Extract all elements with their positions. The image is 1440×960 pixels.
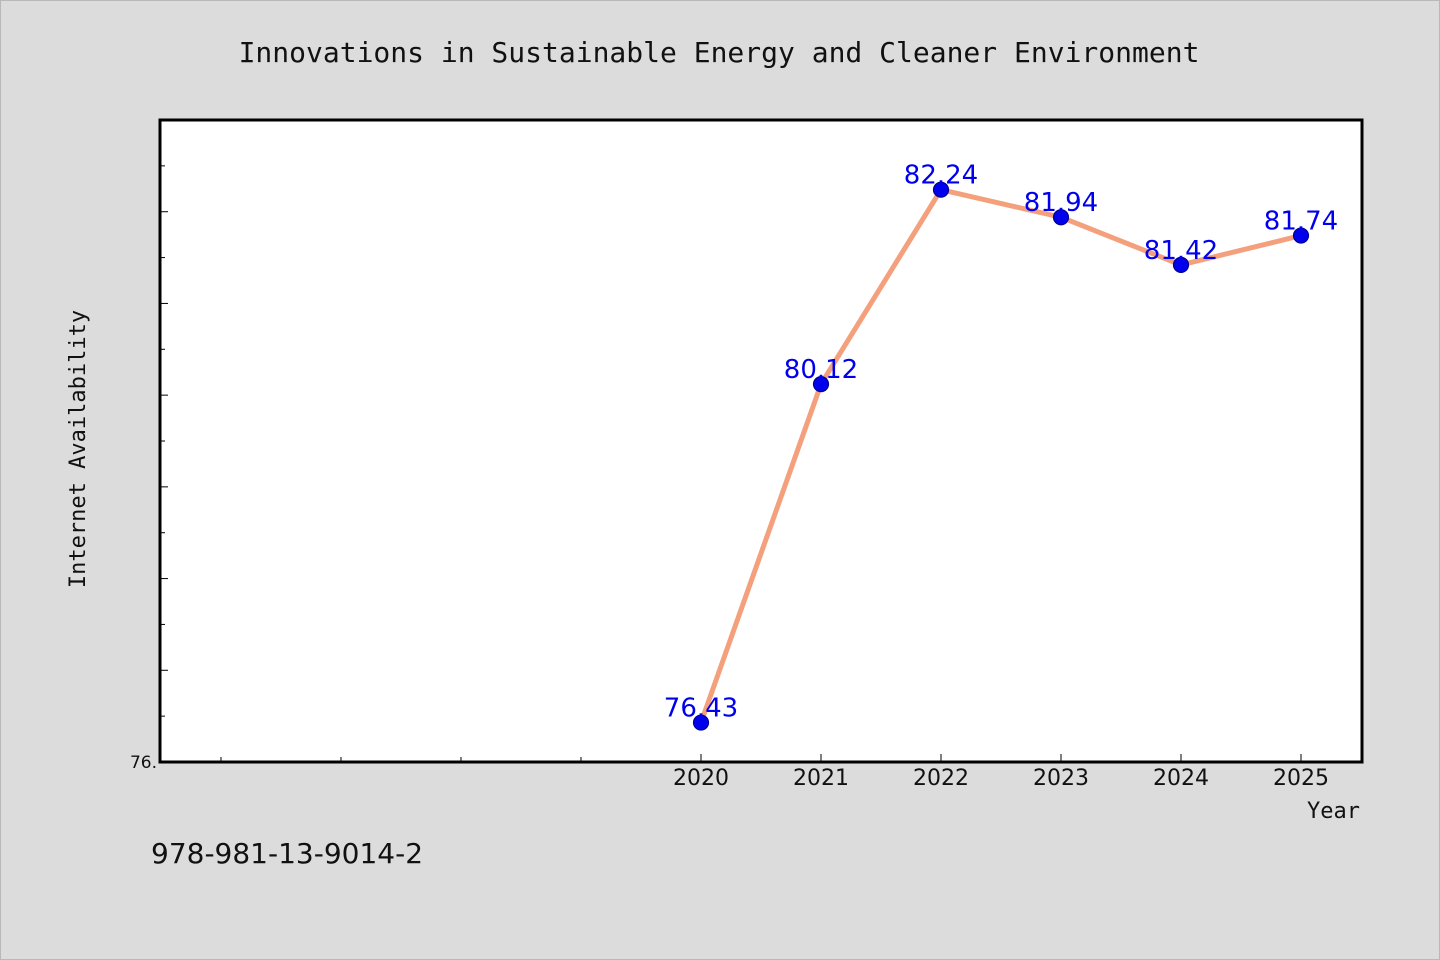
data-label: 81.42	[1144, 236, 1218, 266]
x-axis-ticks	[700, 754, 1302, 762]
data-label: 81.74	[1264, 207, 1338, 237]
data-label: 82.24	[904, 161, 978, 191]
y-axis-min-label: 76.	[130, 753, 157, 773]
x-axis-tick-labels: 2020 2021 2022 2023 2024 2025	[673, 766, 1329, 791]
x-axis-title: Year	[1307, 799, 1360, 824]
series-layer	[692, 181, 1310, 731]
plot-area	[158, 118, 1364, 764]
isbn-footer: 978-981-13-9014-2	[151, 837, 423, 870]
y-axis-title: Internet Availability	[66, 310, 91, 588]
x-tick-label: 2024	[1153, 766, 1209, 791]
data-label: 76.43	[664, 694, 738, 724]
data-labels: 76.43 80.12 82.24 81.94 81.42 81.74	[664, 161, 1338, 724]
data-label: 81.94	[1024, 188, 1098, 218]
x-tick-label: 2021	[793, 766, 849, 791]
x-tick-label: 2025	[1273, 766, 1329, 791]
x-tick-label: 2023	[1033, 766, 1089, 791]
chart-title: Innovations in Sustainable Energy and Cl…	[239, 36, 1200, 69]
data-point	[1172, 256, 1190, 274]
x-tick-label: 2022	[913, 766, 969, 791]
data-point	[692, 714, 710, 731]
data-point	[1292, 227, 1310, 244]
x-tick-label: 2020	[673, 766, 729, 791]
x-axis-minor-ticks	[220, 757, 582, 762]
data-point	[932, 181, 950, 198]
data-point	[812, 376, 830, 393]
data-label: 80.12	[784, 355, 858, 385]
y-axis-ticks	[160, 119, 168, 763]
series-line	[698, 187, 1304, 726]
data-point	[1052, 209, 1070, 226]
